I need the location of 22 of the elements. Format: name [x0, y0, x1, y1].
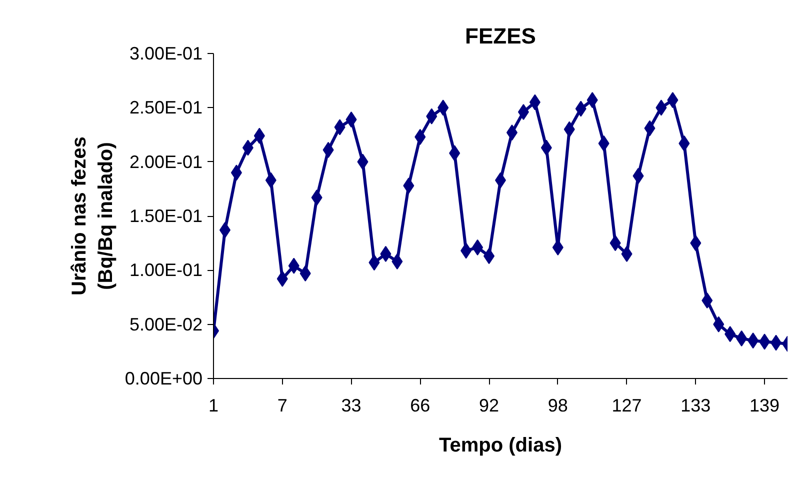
- y-axis-title: Urânio nas fezes (Bq/Bq inalado): [68, 136, 117, 296]
- y-tick-label: 1.50E-01: [129, 206, 203, 226]
- y-tick-label: 2.50E-01: [129, 98, 203, 118]
- point: [392, 254, 403, 270]
- x-tick-label: 7: [277, 396, 288, 416]
- y-tick-label: 3.00E-01: [129, 44, 203, 64]
- x-tick-label: 1: [208, 396, 219, 416]
- y-tick-label: 1.00E-01: [129, 260, 203, 280]
- x-tick-label: 98: [548, 396, 568, 416]
- chart-title: FEZES: [465, 24, 536, 48]
- point: [702, 292, 713, 308]
- x-tick-label: 92: [479, 396, 500, 416]
- x-tick-label: 127: [612, 396, 642, 416]
- y-tick-label: 5.00E-02: [129, 314, 203, 334]
- x-tick-label: 133: [680, 396, 711, 416]
- y-tick-label: 2.00E-01: [129, 152, 203, 172]
- x-tick-label: 33: [341, 396, 362, 416]
- y-tick-label: 0.00E+00: [124, 368, 203, 388]
- point: [518, 104, 529, 120]
- x-axis-title: Tempo (dias): [439, 434, 562, 456]
- x-tick-label: 139: [750, 396, 780, 416]
- x-tick-label: 66: [410, 396, 430, 416]
